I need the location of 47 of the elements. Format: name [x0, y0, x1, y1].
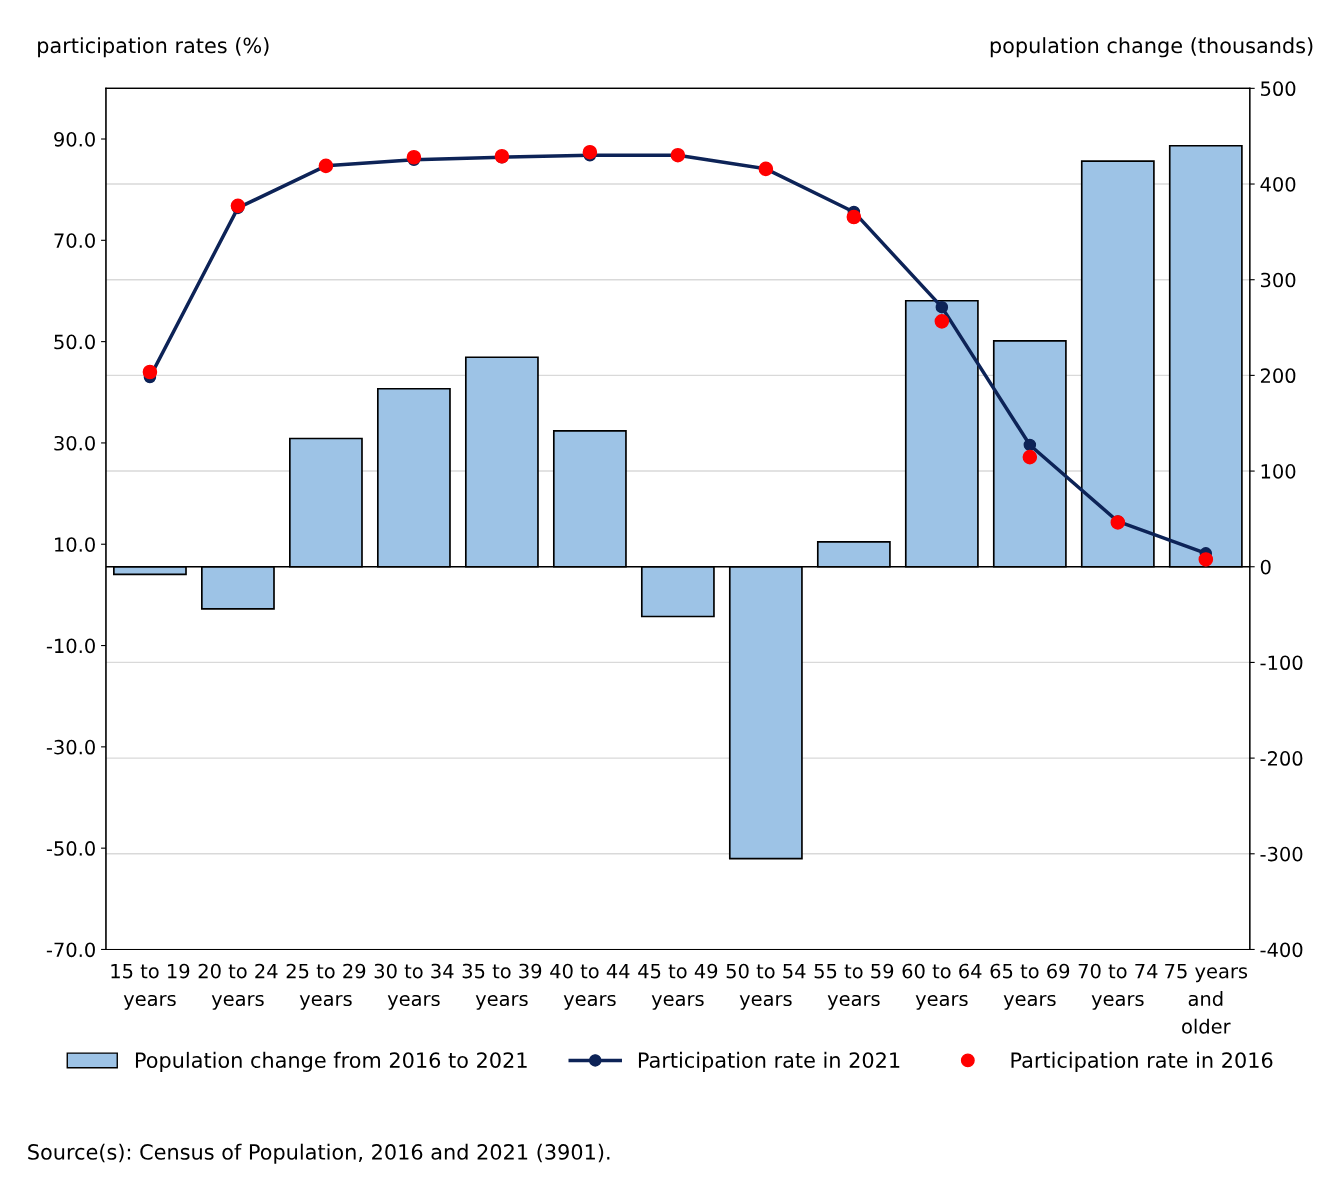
x-tick-label: 20 to 24 years [198, 963, 278, 1010]
point [142, 364, 158, 380]
y-tick-label: 50.0 [54, 334, 95, 350]
y2-tick-label: -200 [1260, 751, 1303, 766]
y2-tick-label: 100 [1261, 464, 1296, 479]
x-tick-label: 25 to 29 years [286, 963, 366, 1010]
point [1022, 449, 1038, 465]
y-tick-label: -70.0 [46, 942, 95, 958]
point [1023, 438, 1037, 452]
point [935, 300, 949, 314]
legend-label: Population change from 2016 to 2021 [135, 1051, 527, 1073]
y2-tick-label: 500 [1261, 81, 1296, 97]
x-tick-label: 55 to 59 years [814, 963, 894, 1010]
y2-tick-label: -100 [1260, 655, 1303, 671]
y-tick-label: -10.0 [46, 638, 95, 654]
y2-tick-label: 0 [1260, 559, 1271, 575]
y-tick-label: -30.0 [46, 739, 95, 755]
point [406, 149, 422, 165]
y-tick-label: 70.0 [54, 233, 95, 248]
x-tick-label: 35 to 39 years [462, 963, 542, 1010]
point [846, 209, 862, 225]
legend-label: Participation rate in 2021 [638, 1051, 900, 1073]
y2-tick-label: 200 [1260, 368, 1296, 384]
x-tick-label: 60 to 64 years [902, 963, 982, 1010]
x-tick-label: 45 to 49 years [638, 963, 718, 1010]
x-tick-label: 75 years and older [1165, 963, 1248, 1034]
point [582, 144, 598, 160]
x-tick-label: 15 to 19 years [111, 963, 190, 1010]
y2-tick-label: -400 [1260, 942, 1303, 958]
x-tick-label: 50 to 54 years [726, 963, 806, 1010]
point [1198, 552, 1214, 567]
legend-label: Participation rate in 2016 [1011, 1051, 1273, 1073]
y2-axis-title: population change (thousands) [990, 37, 1313, 58]
y-tick-label: -50.0 [46, 841, 95, 856]
x-tick-label: 70 to 74 years [1078, 963, 1158, 1010]
y-tick-label: 90.0 [54, 131, 95, 147]
y-tick-label: 30.0 [54, 435, 95, 451]
point [934, 314, 950, 329]
x-tick-label: 65 to 69 years [990, 963, 1070, 1010]
y2-tick-label: -300 [1260, 846, 1303, 862]
source-note: Source(s): Census of Population, 2016 and 2021 (3901). [28, 1143, 610, 1164]
x-tick-label: 40 to 44 years [550, 963, 630, 1010]
x-tick-label: 30 to 34 years [374, 963, 454, 1010]
y-axis-title: participation rates (%) [38, 37, 269, 58]
y2-tick-label: 300 [1261, 272, 1296, 288]
y2-tick-label: 400 [1260, 176, 1296, 192]
y-tick-label: 10.0 [55, 537, 95, 552]
